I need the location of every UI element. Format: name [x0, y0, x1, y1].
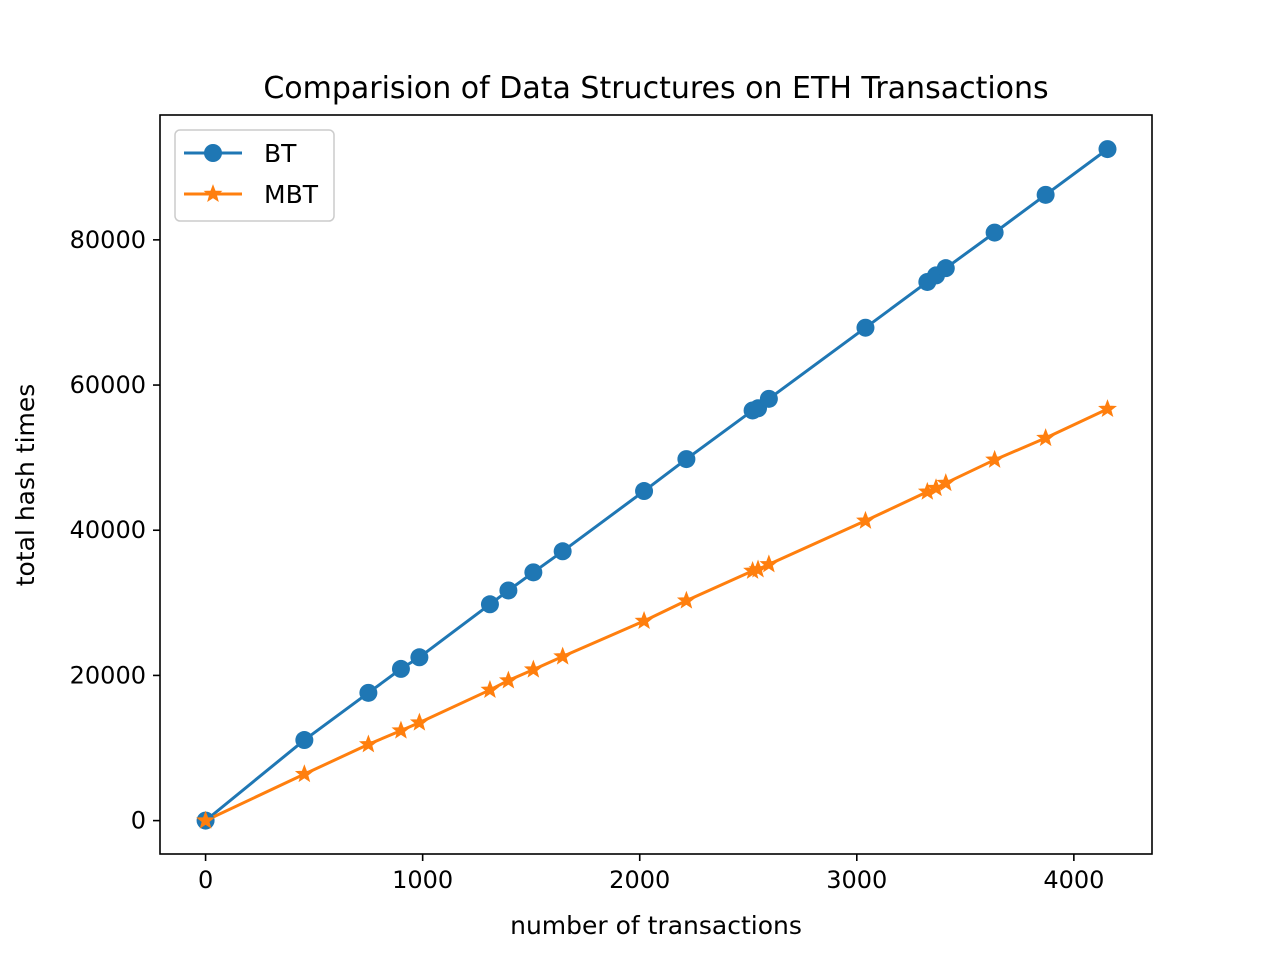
data-point-bt: [1036, 185, 1055, 204]
data-point-bt: [480, 595, 499, 614]
x-tick-label: 0: [198, 866, 213, 894]
data-point-mbt: [523, 659, 543, 678]
y-tick-label: 20000: [70, 661, 146, 689]
plot-area: [196, 140, 1117, 830]
data-point-bt: [759, 389, 778, 408]
axes-frame: [159, 114, 1153, 855]
legend-label-mbt: MBT: [264, 180, 319, 209]
x-tick-label: 2000: [609, 866, 670, 894]
data-point-mbt: [498, 670, 518, 689]
data-point-mbt: [634, 611, 654, 630]
data-point-bt: [553, 542, 572, 561]
y-tick-label: 60000: [70, 371, 146, 399]
data-point-mbt: [936, 473, 956, 492]
data-point-bt: [856, 318, 875, 337]
data-point-mbt: [856, 510, 875, 529]
y-tick-label: 40000: [70, 516, 146, 544]
chart-title: Comparision of Data Structures on ETH Tr…: [263, 71, 1048, 106]
data-point-mbt: [676, 590, 696, 609]
data-point-bt: [295, 731, 314, 750]
y-axis-label: total hash times: [11, 384, 40, 587]
y-tick-label: 80000: [70, 226, 146, 254]
data-point-mbt: [294, 764, 314, 783]
x-tick-label: 4000: [1043, 866, 1104, 894]
x-tick-label: 1000: [392, 866, 453, 894]
legend-marker-mbt: [203, 184, 223, 203]
legend-marker-bt: [204, 144, 222, 162]
y-axis: 0 20000 40000 60000 80000: [70, 226, 160, 835]
data-point-bt: [677, 450, 696, 469]
data-point-bt: [391, 659, 410, 678]
data-point-mbt: [358, 734, 378, 753]
y-tick-label: 0: [131, 807, 146, 835]
data-point-bt: [410, 648, 429, 667]
data-point-bt: [936, 259, 955, 278]
data-point-mbt: [553, 646, 573, 665]
data-point-mbt: [748, 559, 768, 578]
data-point-mbt: [409, 712, 429, 731]
legend-label-bt: BT: [264, 139, 297, 168]
data-point-bt: [985, 223, 1004, 242]
data-point-bt: [1098, 140, 1117, 159]
x-axis-label: number of transactions: [510, 911, 802, 940]
data-point-mbt: [1036, 428, 1056, 447]
legend-entries: BT MBT: [184, 139, 319, 209]
data-point-mbt: [196, 810, 216, 829]
x-tick-label: 3000: [826, 866, 887, 894]
data-point-bt: [359, 683, 378, 702]
data-point-bt: [524, 563, 543, 582]
data-point-mbt: [480, 680, 500, 698]
data-point-mbt: [1098, 399, 1117, 418]
data-point-mbt: [391, 720, 411, 739]
data-point-mbt: [759, 554, 779, 573]
data-point-bt: [635, 482, 654, 501]
data-point-bt: [499, 581, 518, 600]
x-axis: 0 1000 2000 3000 4000: [198, 854, 1104, 894]
data-point-mbt: [985, 449, 1005, 468]
legend: BT MBT: [174, 129, 335, 222]
